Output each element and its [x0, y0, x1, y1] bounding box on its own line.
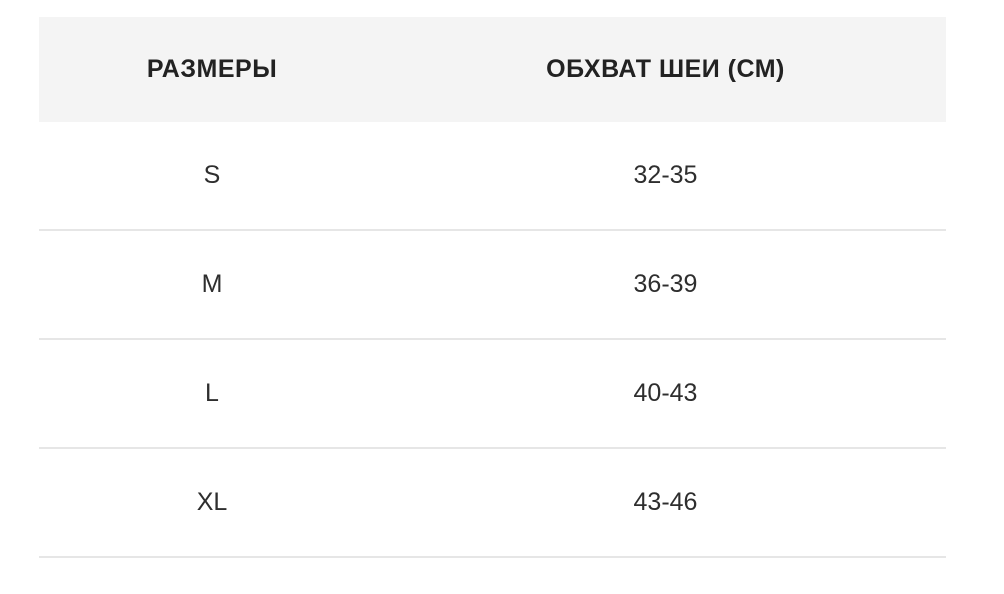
size-cell: S	[203, 161, 221, 189]
header-neck-girth: ОБХВАТ ШЕИ (СМ)	[546, 55, 785, 83]
girth-cell: 40-43	[633, 379, 698, 407]
table-row: S 32-35	[39, 122, 946, 231]
table-row: M 36-39	[39, 231, 946, 340]
table-row: L 40-43	[39, 340, 946, 449]
size-chart-table: РАЗМЕРЫ ОБХВАТ ШЕИ (СМ) S 32-35 M 36-39 …	[39, 17, 946, 558]
table-row: XL 43-46	[39, 449, 946, 558]
size-cell: M	[201, 270, 223, 298]
girth-cell: 43-46	[633, 488, 698, 516]
size-cell: L	[205, 379, 219, 407]
girth-cell: 36-39	[633, 270, 698, 298]
size-cell: XL	[196, 488, 228, 516]
header-sizes: РАЗМЕРЫ	[146, 55, 278, 83]
table-header: РАЗМЕРЫ ОБХВАТ ШЕИ (СМ)	[39, 17, 946, 122]
girth-cell: 32-35	[633, 161, 698, 189]
